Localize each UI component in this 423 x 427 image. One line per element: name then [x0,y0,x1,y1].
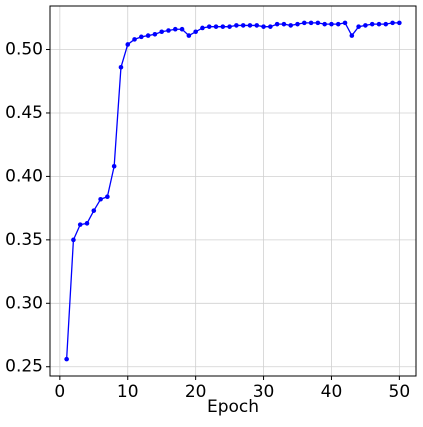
point [172,26,178,32]
point [397,20,402,26]
point [64,356,69,362]
point [200,25,205,31]
point [179,26,185,32]
point [281,21,287,27]
point [166,28,171,33]
point [227,24,232,29]
point [71,237,76,243]
y-tick-label: 0.40 [5,166,43,186]
point [342,20,348,26]
point [274,21,280,27]
point [369,21,375,27]
point [220,24,226,29]
point [213,24,219,29]
x-axis-label: Epoch [207,397,259,417]
point [98,196,103,202]
point [105,194,110,200]
y-tick-label: 0.25 [5,357,43,377]
line [65,22,400,360]
point [145,33,151,38]
point [77,222,83,227]
point [308,20,314,26]
point [118,64,124,70]
y-tick-label: 0.45 [5,103,43,123]
point [254,23,260,28]
point [240,23,246,28]
point [335,21,341,27]
point [125,42,131,47]
y-tick-label: 0.50 [5,40,43,60]
point [301,20,307,26]
plot-frame [49,5,417,377]
y-tick-label: 0.35 [5,230,43,250]
point [247,23,253,28]
point [363,23,368,28]
point [132,37,137,42]
x-tick-label: 30 [253,382,275,402]
point [268,24,273,29]
point [84,221,90,226]
point [383,21,389,27]
point [91,208,97,213]
point [356,24,361,29]
x-tick-label: 50 [389,382,411,402]
point [295,21,300,27]
point [152,31,158,37]
point [139,34,144,40]
point [234,23,239,28]
point [376,21,382,27]
y-tick-label: 0.30 [5,293,43,313]
point [288,23,294,28]
point [111,163,117,169]
point [159,29,165,35]
x-tick-label: 0 [54,382,65,402]
point [390,20,395,26]
x-tick-label: 20 [185,382,207,402]
point [329,21,334,27]
x-tick-label: 10 [117,382,139,402]
point [315,20,321,26]
point [206,24,212,29]
point [186,33,192,38]
point [261,24,266,29]
point [349,33,355,38]
point [322,21,327,27]
x-tick-label: 40 [321,382,343,402]
point [193,29,198,35]
